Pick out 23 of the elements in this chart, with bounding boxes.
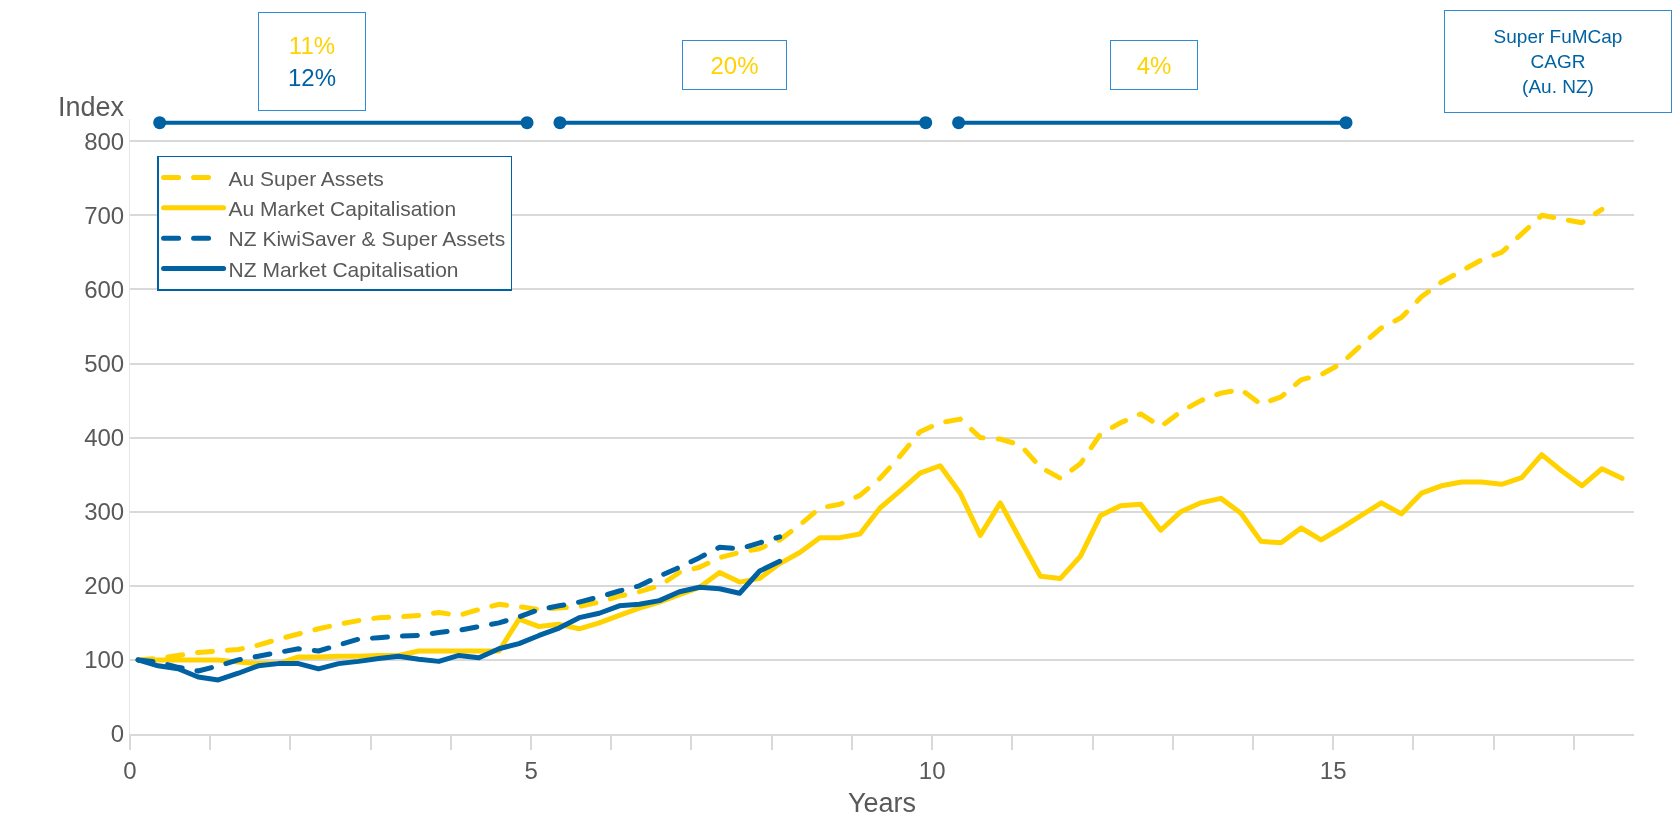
y-tick-label: 400 <box>84 424 125 452</box>
y-tick-label: 100 <box>84 646 125 674</box>
text: 4% <box>1136 51 1172 79</box>
text: 12% <box>287 63 337 91</box>
legend-label: Au Market Capitalisation <box>228 197 457 221</box>
y-tick-label: 600 <box>84 275 125 303</box>
x-tick-label: 10 <box>918 756 946 784</box>
text: 20% <box>710 51 759 79</box>
y-tick-label: 0 <box>110 720 125 748</box>
legend-label: NZ Market Capitalisation <box>228 257 459 281</box>
x-axis-title: Years <box>847 787 917 818</box>
y-tick-label: 800 <box>84 127 125 155</box>
y-axis-title: Index <box>58 92 125 122</box>
legend-label: Au Super Assets <box>228 166 384 190</box>
legend-label: NZ KiwiSaver & Super Assets <box>228 227 506 251</box>
x-tick-label: 15 <box>1319 756 1347 784</box>
x-tick-label: 5 <box>524 756 538 784</box>
text: 11% <box>288 32 336 60</box>
y-tick-label: 500 <box>84 349 125 377</box>
text: Super FuMCap CAGR (Au. NZ) <box>1493 26 1623 97</box>
y-tick-label: 300 <box>84 498 125 526</box>
y-tick-label: 700 <box>84 201 125 229</box>
y-tick-label: 200 <box>84 572 125 600</box>
